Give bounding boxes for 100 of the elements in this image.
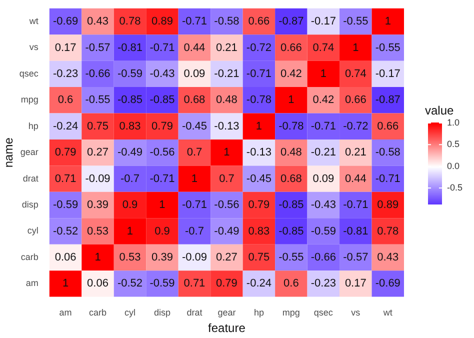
data-label: 0.75 [248,252,270,264]
data-label: -0.85 [278,225,304,238]
data-label: 0.09 [312,172,334,185]
data-label: 0.44 [344,172,366,185]
data-label: 0.39 [152,252,173,264]
data-label: 0.53 [119,252,141,264]
data-label: 0.9 [154,225,170,238]
data-label: 0.09 [184,68,206,80]
y-tick-label: am [26,278,38,288]
data-label: -0.43 [310,199,336,212]
data-label: 1 [256,120,262,132]
data-label: -0.24 [246,278,272,290]
data-label: -0.23 [310,278,336,290]
data-label: -0.81 [117,42,143,54]
data-label: 1 [191,172,198,185]
data-label: 0.6 [284,278,299,290]
data-label: -0.71 [246,68,272,80]
data-label: 0.21 [344,146,366,159]
data-label: -0.69 [52,16,78,28]
data-label: -0.49 [214,225,240,238]
data-label: -0.17 [375,68,400,80]
y-tick-label: qsec [19,68,39,78]
data-label: -0.13 [246,146,272,159]
data-label: 0.66 [344,94,366,106]
data-label: 0.27 [87,146,108,159]
data-label: -0.56 [150,146,175,159]
data-label: 0.75 [87,120,108,132]
data-label: -0.55 [343,16,368,28]
data-label: 0.66 [248,16,270,28]
data-label: -0.17 [310,16,336,28]
data-label: 0.21 [216,42,238,54]
data-label: 1 [224,146,230,159]
data-label: -0.43 [150,68,175,80]
y-tick-label: mpg [20,94,38,105]
data-label: -0.71 [150,42,175,54]
data-label: 0.17 [344,278,366,290]
data-label: -0.66 [85,68,110,80]
data-label: 0.48 [280,146,302,159]
data-label: 0.66 [280,42,302,54]
data-label: -0.55 [375,42,400,54]
data-label: 0.27 [216,252,238,264]
data-label: -0.58 [375,146,400,159]
data-label: 0.7 [219,172,234,185]
data-label: -0.71 [150,172,175,185]
data-label: -0.52 [52,225,78,238]
data-label: -0.72 [246,42,272,54]
data-label: 0.83 [119,120,141,132]
data-label: -0.78 [278,120,304,132]
data-label: 0.6 [58,94,74,106]
data-label: -0.59 [117,68,143,80]
data-label: 0.48 [216,94,238,106]
x-tick-label: disp [154,308,170,318]
y-tick-label: cyl [27,226,38,236]
x-tick-label: am [59,308,72,318]
data-label: -0.78 [246,94,272,106]
data-label: -0.69 [375,278,400,290]
data-label: -0.81 [343,225,368,238]
data-label: 1 [352,42,359,54]
data-label: 0.79 [54,146,76,159]
y-tick-label: wt [28,16,39,26]
color-bar-label: -0.5 [447,182,463,192]
data-label: 0.44 [184,42,206,54]
data-label: -0.71 [310,120,336,132]
data-label: 0.89 [152,16,173,28]
x-tick-label: gear [218,308,236,318]
data-label: 0.43 [87,16,108,28]
data-label: 1 [159,199,166,212]
x-tick-label: drat [186,308,203,318]
data-label: -0.59 [150,278,175,290]
data-label: -0.21 [310,146,336,159]
data-label: 0.78 [119,16,141,28]
color-bar-label: 0.0 [447,160,460,171]
data-label: 1 [320,68,326,80]
x-tick-label: carb [89,308,107,318]
data-label: 1 [94,252,101,264]
data-label: 0.74 [344,68,366,80]
data-label: -0.72 [343,120,368,132]
data-label: 1 [62,278,69,290]
data-label: 0.17 [54,42,76,54]
data-label: 1 [384,16,391,28]
data-label: 0.06 [54,252,76,264]
data-label: 0.66 [377,120,399,132]
data-label: 0.71 [184,278,206,290]
data-label: -0.09 [85,172,110,185]
data-label: 0.06 [87,278,108,290]
data-label: 0.79 [152,120,173,132]
data-label: -0.66 [310,252,336,264]
data-label: -0.09 [182,252,208,264]
data-label: -0.59 [310,225,336,238]
y-tick-label: hp [28,120,38,131]
x-tick-label: wt [382,308,393,318]
data-label: -0.59 [52,199,78,212]
data-label: 1 [126,225,134,238]
y-tick-label: disp [22,200,38,210]
data-label: 0.39 [87,199,108,212]
data-label: -0.45 [246,172,272,185]
data-label: -0.85 [278,199,304,212]
data-label: 0.7 [186,146,202,159]
data-label: -0.71 [343,199,368,212]
data-label: -0.24 [52,120,78,132]
